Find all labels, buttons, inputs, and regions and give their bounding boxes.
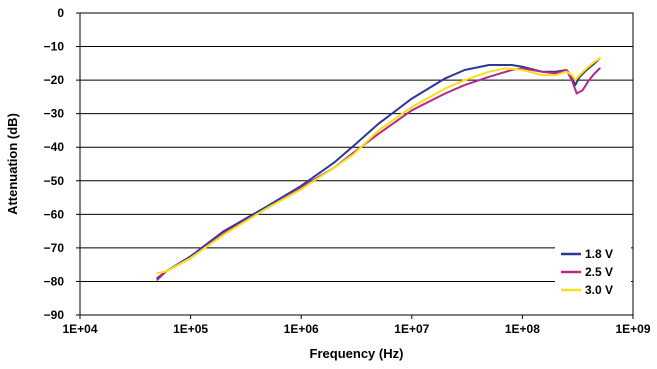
legend-label: 3.0 V: [585, 283, 613, 297]
y-tick-label: −10: [44, 40, 65, 54]
y-axis-ticks: 0 −10 −20 −30 −40 −50 −60 −70 −80 −90: [44, 6, 80, 322]
y-tick-label: −60: [44, 207, 65, 221]
y-tick-label: −30: [44, 107, 65, 121]
legend-label: 1.8 V: [585, 247, 613, 261]
x-tick-label: 1E+07: [394, 322, 429, 336]
y-axis-title: Attenuation (dB): [5, 113, 20, 215]
x-tick-label: 1E+05: [173, 322, 208, 336]
y-tick-label: −40: [44, 140, 65, 154]
x-tick-label: 1E+09: [615, 322, 650, 336]
series-lines: [156, 57, 601, 281]
x-tick-label: 1E+08: [505, 322, 540, 336]
y-tick-label: −70: [44, 241, 65, 255]
gridlines: [80, 12, 633, 316]
y-tick-label: −90: [44, 308, 65, 322]
y-tick-label: −50: [44, 174, 65, 188]
y-tick-label: −20: [44, 73, 65, 87]
plot-area-frame: [79, 12, 634, 316]
series-line-3: [156, 57, 601, 275]
legend-label: 2.5 V: [585, 265, 613, 279]
legend: 1.8 V 2.5 V 3.0 V: [555, 243, 631, 301]
x-axis-ticks: 1E+04 1E+05 1E+06 1E+07 1E+08 1E+09: [62, 315, 651, 336]
y-tick-label: −80: [44, 274, 65, 288]
x-axis-title: Frequency (Hz): [310, 346, 404, 361]
x-tick-label: 1E+06: [284, 322, 319, 336]
x-tick-label: 1E+04: [62, 322, 97, 336]
y-tick-label: 0: [57, 6, 64, 20]
series-line-1: [156, 57, 601, 280]
